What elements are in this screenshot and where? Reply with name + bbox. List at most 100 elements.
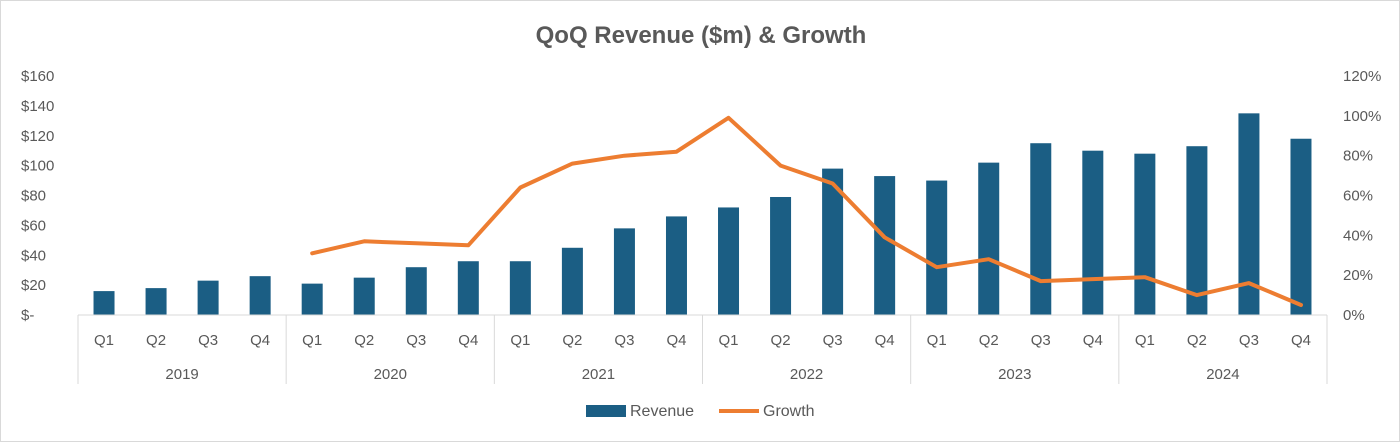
quarter-tick-label: Q4 — [250, 332, 270, 349]
quarter-tick-label: Q1 — [927, 332, 947, 349]
right-axis-tick-label: 120% — [1343, 68, 1381, 85]
year-tick-label: 2019 — [165, 366, 198, 383]
right-axis-tick-label: 60% — [1343, 188, 1373, 205]
left-axis-tick-label: $80 — [21, 188, 46, 205]
year-tick-label: 2024 — [1206, 366, 1239, 383]
revenue-bar — [457, 261, 479, 315]
quarter-tick-label: Q2 — [354, 332, 374, 349]
growth-line-group — [310, 115, 1303, 307]
quarter-tick-label: Q3 — [406, 332, 426, 349]
year-tick-label: 2022 — [790, 366, 823, 383]
growth-point — [780, 165, 782, 167]
quarter-tick-label: Q3 — [823, 332, 843, 349]
revenue-bar — [93, 291, 115, 315]
revenue-bar — [249, 276, 271, 315]
quarter-tick-label: Q1 — [94, 332, 114, 349]
growth-point — [1248, 282, 1250, 284]
growth-point — [1040, 280, 1042, 282]
revenue-bar — [926, 180, 948, 315]
quarter-tick-label: Q3 — [1031, 332, 1051, 349]
legend-swatch-revenue — [586, 405, 626, 417]
growth-point — [884, 236, 886, 238]
growth-point — [415, 242, 417, 244]
quarter-tick-label: Q4 — [666, 332, 686, 349]
growth-point — [623, 155, 625, 157]
revenue-bar — [665, 216, 687, 315]
growth-point — [571, 163, 573, 165]
quarter-tick-label: Q1 — [1135, 332, 1155, 349]
revenue-bar — [509, 261, 531, 315]
right-axis-tick-label: 40% — [1343, 227, 1373, 244]
quarter-tick-label: Q4 — [1291, 332, 1311, 349]
right-axis-labels: 0% 20% 40% 60% 80% 100% 120% — [1343, 68, 1381, 324]
year-tick-label: 2023 — [998, 366, 1031, 383]
left-axis-tick-label: $140 — [21, 98, 54, 115]
revenue-bar — [145, 288, 167, 315]
growth-point — [519, 187, 521, 189]
left-axis-tick-label: $100 — [21, 158, 54, 175]
revenue-bar — [1134, 153, 1156, 315]
year-tick-label: 2020 — [374, 366, 407, 383]
revenue-bar — [353, 277, 375, 315]
left-axis-tick-label: $160 — [21, 68, 54, 85]
quarter-tick-label: Q3 — [198, 332, 218, 349]
category-axis: Q1 Q2 Q3 Q4 Q1 Q2 Q3 Q4 Q1 Q2 Q3 Q4 Q1 Q2 Q3 Q4 Q1 Q2 Q3 Q4… — [77, 314, 1328, 384]
revenue-bar — [1238, 113, 1260, 315]
left-axis-labels: $- $20 $40 $60 $80 $100 $120 $140 $160 — [21, 68, 54, 324]
growth-point — [363, 240, 365, 242]
quarter-tick-label: Q2 — [771, 332, 791, 349]
year-tick-label: 2021 — [582, 366, 615, 383]
quarter-tick-label: Q2 — [979, 332, 999, 349]
revenue-bar — [301, 283, 323, 315]
growth-point — [467, 244, 469, 246]
revenue-bar — [822, 168, 844, 315]
quarter-tick-label: Q3 — [614, 332, 634, 349]
legend-label-revenue: Revenue — [630, 403, 694, 420]
revenue-bar — [718, 207, 740, 315]
right-axis-tick-label: 20% — [1343, 267, 1373, 284]
left-axis-tick-label: $60 — [21, 217, 46, 234]
revenue-bar — [874, 176, 896, 315]
legend-label-growth: Growth — [763, 403, 815, 420]
revenue-bar — [405, 267, 427, 315]
growth-point — [311, 252, 313, 254]
revenue-bar — [978, 162, 1000, 315]
revenue-bar — [561, 247, 583, 315]
quarter-tick-label: Q2 — [1187, 332, 1207, 349]
revenue-bar — [197, 280, 219, 315]
legend: Revenue Growth — [586, 403, 815, 420]
right-axis-tick-label: 0% — [1343, 307, 1365, 324]
revenue-bar — [770, 196, 792, 315]
revenue-bar — [1186, 146, 1208, 315]
quarter-tick-label: Q1 — [510, 332, 530, 349]
revenue-bars — [93, 113, 1312, 315]
growth-point — [728, 117, 730, 119]
growth-point — [832, 183, 834, 185]
growth-point — [1144, 276, 1146, 278]
left-axis-tick-label: $20 — [21, 277, 46, 294]
growth-point — [1092, 278, 1094, 280]
growth-point — [936, 266, 938, 268]
quarter-tick-label: Q2 — [562, 332, 582, 349]
chart-title: QoQ Revenue ($m) & Growth — [536, 22, 867, 49]
quarter-tick-label: Q1 — [302, 332, 322, 349]
quarter-tick-label: Q1 — [719, 332, 739, 349]
left-axis-tick-label: $120 — [21, 128, 54, 145]
growth-point — [675, 151, 677, 153]
left-axis-tick-label: $- — [21, 307, 34, 324]
revenue-bar — [1082, 150, 1104, 315]
right-axis-tick-label: 100% — [1343, 108, 1381, 125]
quarter-tick-label: Q3 — [1239, 332, 1259, 349]
quarter-tick-label: Q4 — [875, 332, 895, 349]
growth-point — [988, 258, 990, 260]
growth-line — [310, 115, 1303, 307]
quarter-tick-label: Q4 — [458, 332, 478, 349]
left-axis-tick-label: $40 — [21, 247, 46, 264]
revenue-bar — [613, 228, 635, 315]
right-axis-tick-label: 80% — [1343, 148, 1373, 165]
quarter-tick-label: Q2 — [146, 332, 166, 349]
growth-point — [1196, 294, 1198, 296]
revenue-bar — [1030, 143, 1052, 315]
